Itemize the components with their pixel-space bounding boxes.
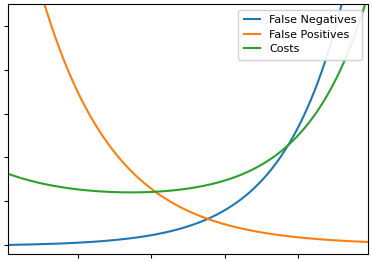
Legend: False Negatives, False Positives, Costs: False Negatives, False Positives, Costs [238,10,362,60]
False Negatives [201,219,205,222]
False Positives [179,206,183,209]
Line: Costs: Costs [8,0,368,192]
Costs [180,188,184,191]
False Negatives [177,227,181,231]
False Negatives [220,210,225,213]
False Positives [301,236,305,239]
False Positives [366,241,370,244]
False Negatives [301,116,305,119]
False Negatives [179,227,183,230]
Costs [357,19,362,22]
Costs [6,172,10,176]
False Positives [177,205,181,208]
Costs [201,184,206,187]
Line: False Positives: False Positives [8,0,368,242]
Costs [221,179,225,183]
False Positives [357,240,362,243]
Costs [129,191,133,194]
False Positives [201,216,205,219]
Costs [301,128,306,131]
False Positives [220,222,225,225]
Line: False Negatives: False Negatives [8,0,368,245]
Costs [177,188,182,191]
False Negatives [6,243,10,247]
